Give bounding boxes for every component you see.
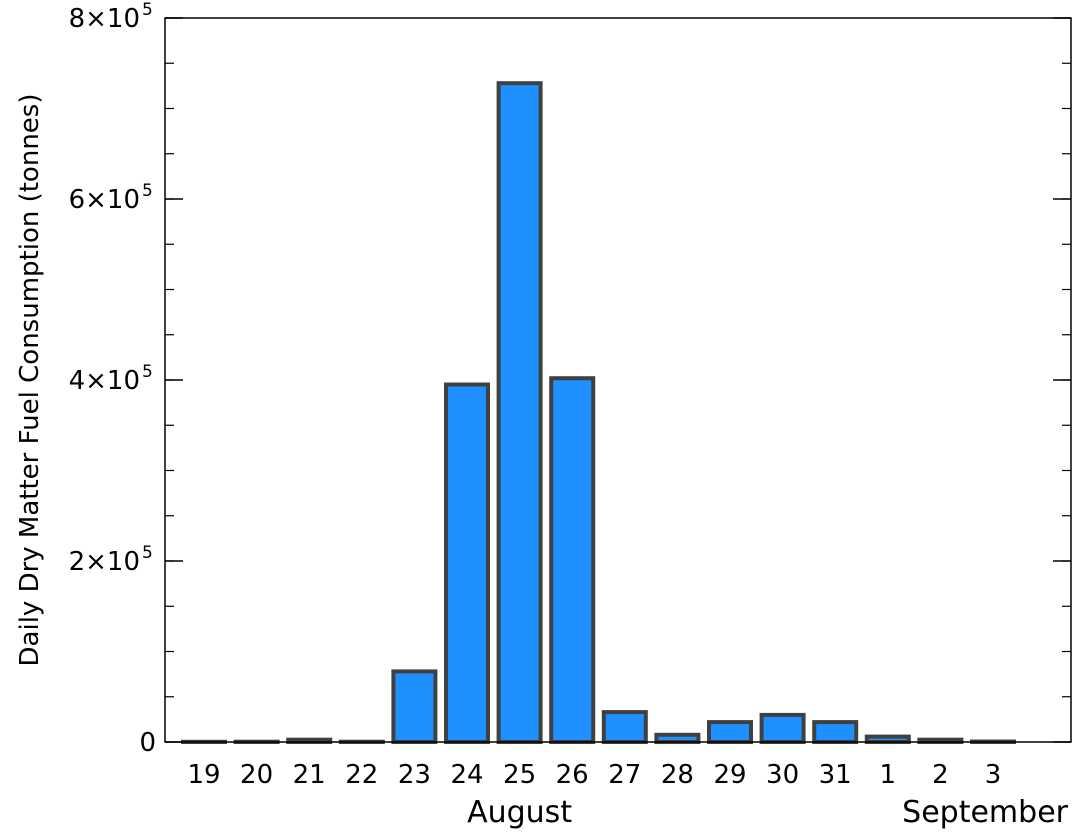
x-tick-label: 25 xyxy=(503,760,536,790)
y-tick-exponent: 5 xyxy=(142,543,153,563)
x-tick-label: 30 xyxy=(766,760,799,790)
labels-layer: 02×10 54×10 56×10 58×10 519 20 21 22 23 24 25 26 27 2… xyxy=(15,0,1069,830)
bar-26 xyxy=(549,376,596,744)
x-tick-label: 20 xyxy=(240,760,273,790)
month-label: September xyxy=(902,795,1068,830)
x-tick-label: 2 xyxy=(932,760,949,790)
x-tick-label: 31 xyxy=(819,760,852,790)
y-tick-label: 4×10 xyxy=(69,366,140,396)
x-tick-label: 29 xyxy=(713,760,746,790)
bar-25 xyxy=(496,81,543,744)
y-tick-exponent: 5 xyxy=(142,0,153,20)
bar-1 xyxy=(864,734,911,744)
x-tick-label: 26 xyxy=(556,760,589,790)
x-tick-label: 22 xyxy=(345,760,378,790)
x-tick-label: 23 xyxy=(398,760,431,790)
month-label: August xyxy=(467,795,572,830)
plot-frame xyxy=(164,17,1072,743)
bar-30 xyxy=(759,712,806,745)
x-tick-label: 27 xyxy=(608,760,641,790)
x-tick-label: 1 xyxy=(880,760,897,790)
bar-31 xyxy=(812,720,859,744)
x-tick-label: 28 xyxy=(661,760,694,790)
bar-29 xyxy=(707,720,753,744)
x-tick-label: 3 xyxy=(985,760,1002,790)
y-axis-title: Daily Dry Matter Fuel Consumption (tonne… xyxy=(15,94,45,667)
x-tick-label: 19 xyxy=(187,760,220,790)
axes-layer xyxy=(164,17,1072,743)
y-tick-exponent: 5 xyxy=(142,362,153,382)
y-tick-label: 0 xyxy=(139,728,156,758)
y-tick-label: 8×10 xyxy=(69,4,140,34)
bar-28 xyxy=(654,732,701,744)
bar-23 xyxy=(391,669,438,745)
y-tick-label: 2×10 xyxy=(69,547,140,577)
bars-layer xyxy=(181,81,1016,745)
bar-27 xyxy=(601,710,648,744)
y-tick-exponent: 5 xyxy=(142,181,153,201)
y-tick-label: 6×10 xyxy=(69,185,140,215)
bar-24 xyxy=(444,382,490,744)
x-tick-label: 21 xyxy=(293,760,326,790)
x-tick-label: 24 xyxy=(450,760,483,790)
